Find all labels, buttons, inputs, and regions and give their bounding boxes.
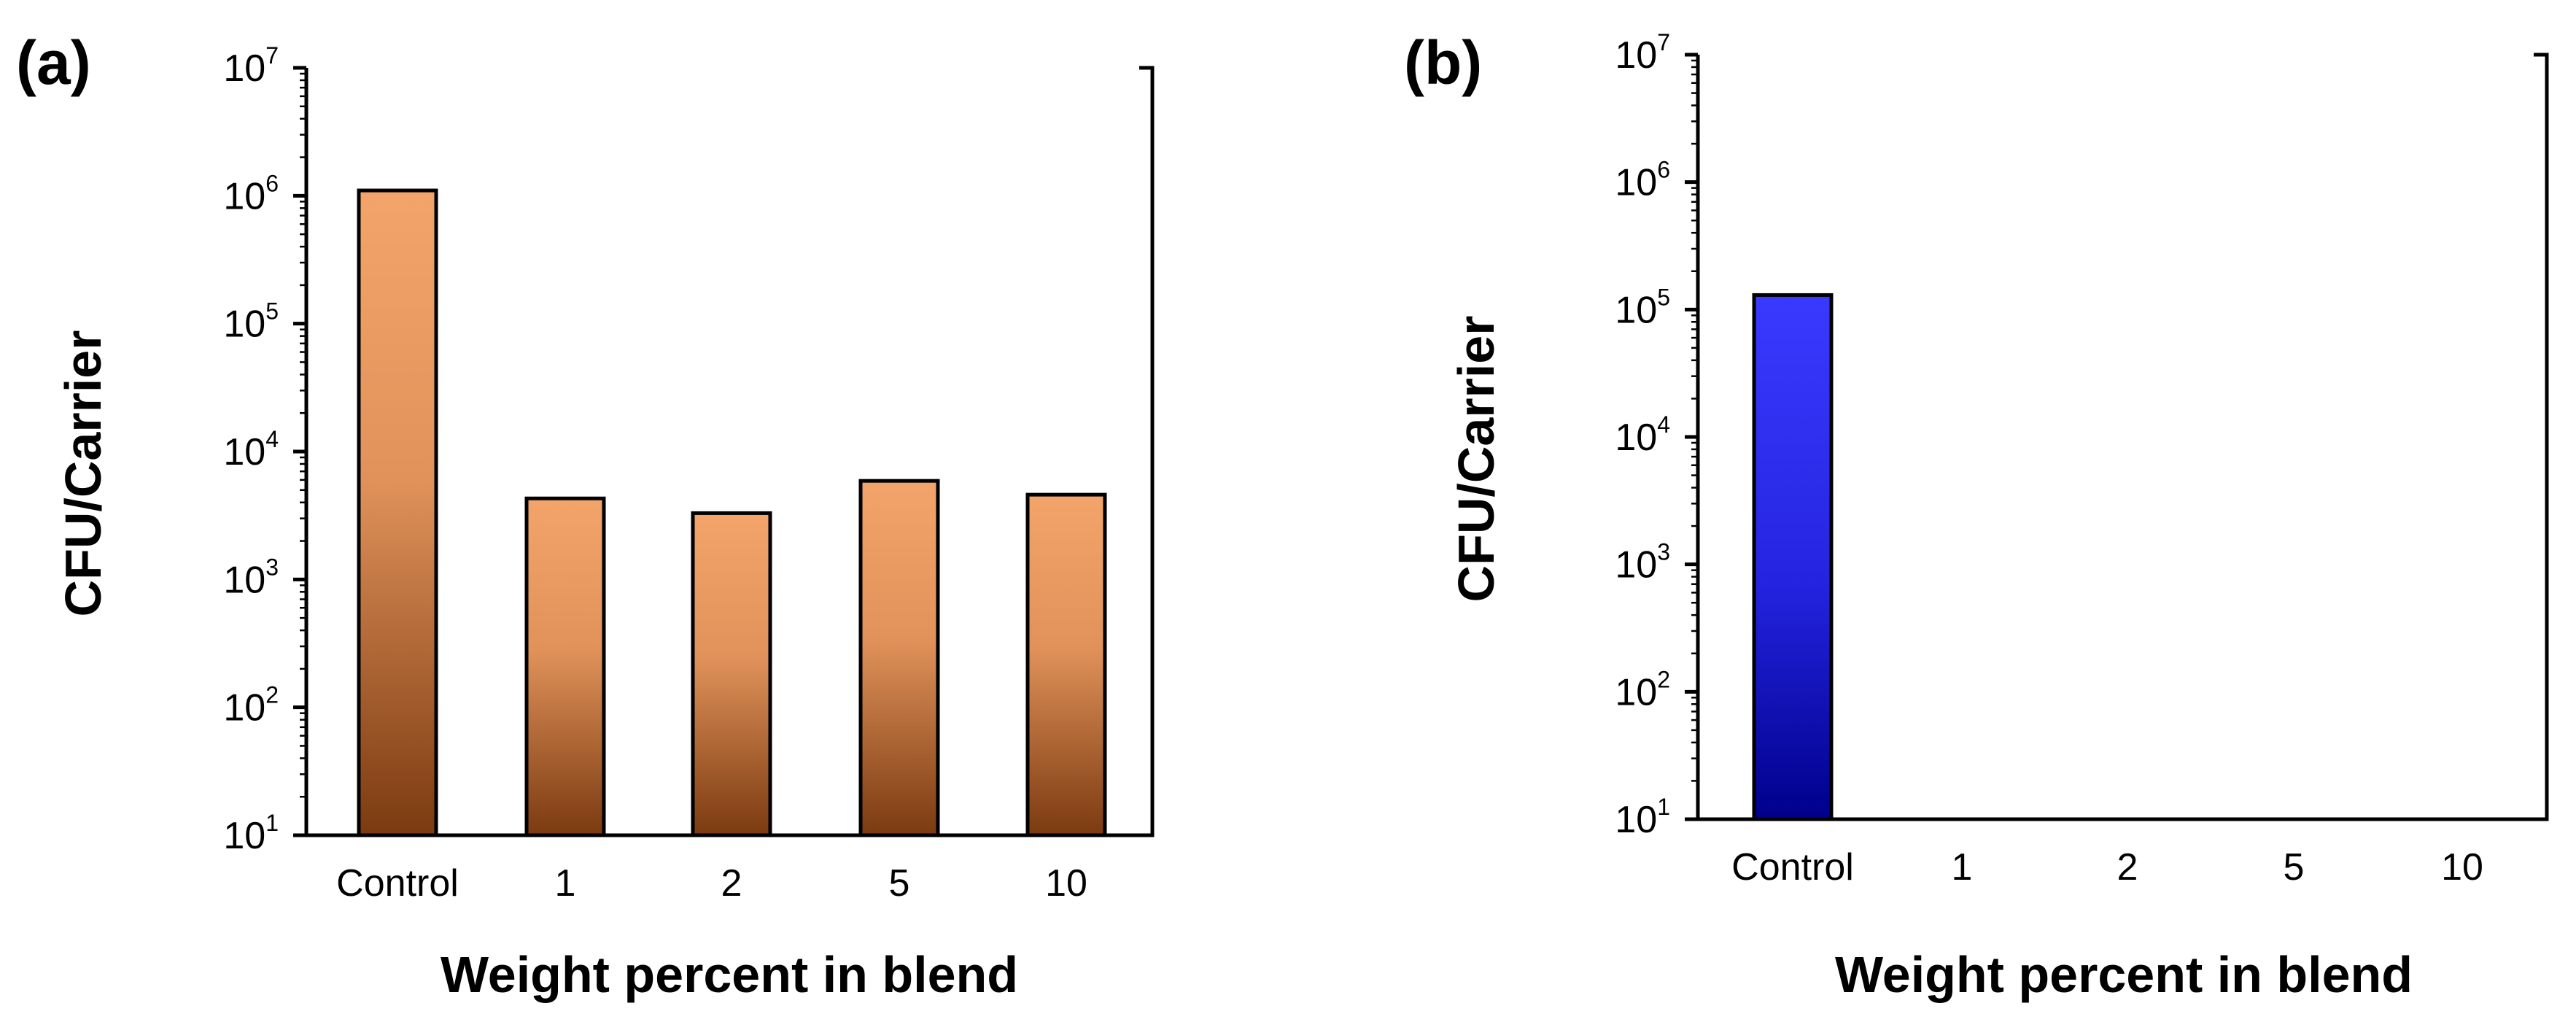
panel-a: (a) 101 102 103 104 105 106 107 Control 1 2 5 10 Wei… <box>16 28 1155 1003</box>
x-tick-label: 1 <box>555 862 576 905</box>
panel-b-plot: 101 102 103 104 105 106 107 Control 1 2 5 10 Weight … <box>1448 29 2549 1003</box>
x-axis-title: Weight percent in blend <box>1835 946 2413 1003</box>
x-tick-label: 10 <box>1045 862 1087 905</box>
y-tick-label: 105 <box>1615 284 1670 331</box>
y-tick-label: 106 <box>223 170 279 217</box>
x-tick-label: 5 <box>2284 846 2305 889</box>
bar-control <box>357 188 438 837</box>
x-tick-label: 1 <box>1952 846 1973 889</box>
y-tick-label: 102 <box>1615 666 1670 713</box>
bar-10 <box>1025 492 1107 837</box>
bar-1 <box>524 496 606 837</box>
y-tick-label: 104 <box>223 426 279 473</box>
x-tick-label: Control <box>1731 846 1854 889</box>
x-tick-label: 5 <box>889 862 910 905</box>
y-tick-label: 101 <box>1615 794 1670 841</box>
y-tick-label: 102 <box>223 682 279 729</box>
x-tick-label: 10 <box>2441 846 2483 889</box>
y-tick-label: 105 <box>223 298 279 346</box>
x-tick-label: Control <box>336 862 459 905</box>
bar-5 <box>858 479 940 837</box>
y-tick-label: 107 <box>1615 29 1670 77</box>
panel-a-plot: 101 102 103 104 105 106 107 Control 1 2 5 10 Weight … <box>55 42 1155 1003</box>
panel-label-a: (a) <box>16 28 91 97</box>
x-tick-label: 2 <box>2117 846 2138 889</box>
bar-2 <box>691 511 772 837</box>
panel-b: (b) 101 102 103 104 105 106 107 Control 1 2 5 10 Wei… <box>1404 28 2549 1003</box>
y-tick-label: 103 <box>223 554 279 601</box>
panel-label-b: (b) <box>1404 28 1482 97</box>
y-tick-label: 103 <box>1615 539 1670 587</box>
y-axis-title: CFU/Carrier <box>1448 316 1505 603</box>
y-tick-label: 106 <box>1615 157 1670 204</box>
x-tick-label: 2 <box>721 862 742 905</box>
y-tick-label: 101 <box>223 810 279 857</box>
y-tick-label: 107 <box>223 42 279 90</box>
y-tick-label: 104 <box>1615 411 1670 459</box>
x-axis-title: Weight percent in blend <box>441 946 1018 1003</box>
bar-control <box>1752 293 1834 821</box>
y-axis-title: CFU/Carrier <box>55 330 112 617</box>
